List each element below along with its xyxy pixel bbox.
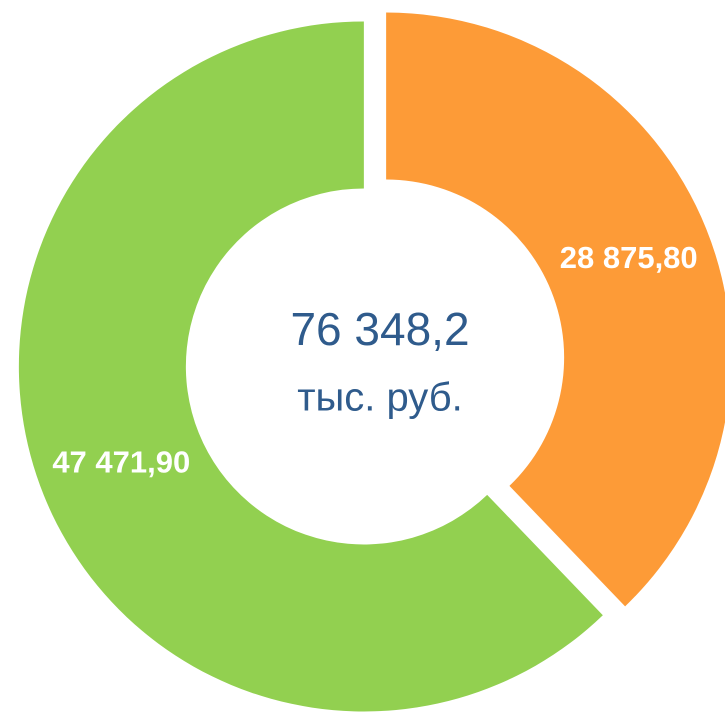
donut-slice bbox=[18, 21, 603, 712]
value-label: 47 471,90 bbox=[52, 444, 190, 479]
slices bbox=[18, 12, 725, 712]
center-total: 76 348,2 bbox=[290, 303, 469, 355]
donut-slice bbox=[386, 12, 725, 607]
value-label: 28 875,80 bbox=[560, 240, 698, 275]
center-unit: тыс. руб. bbox=[297, 376, 463, 420]
